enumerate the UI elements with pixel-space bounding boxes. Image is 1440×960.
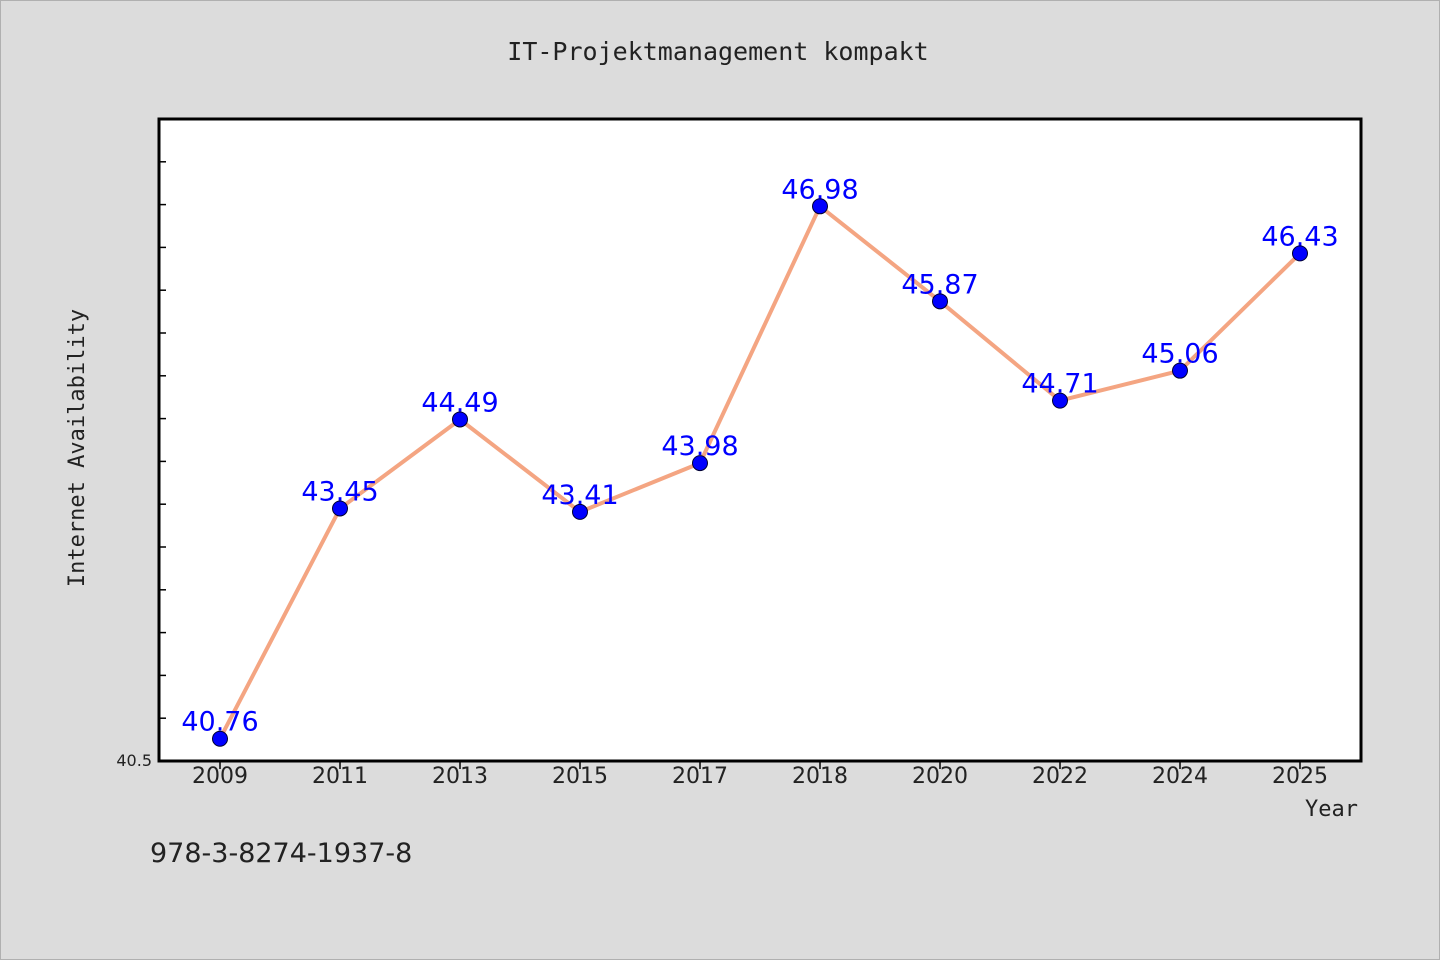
data-labels: 40.76 43.45 44.49 43.41 43.98 46.98 45.87 44.71… <box>181 174 1338 737</box>
y-tick-label: 40.5 <box>116 751 152 770</box>
x-tick-label: 2018 <box>792 764 848 789</box>
data-point-marker <box>572 503 588 520</box>
data-point-marker <box>812 198 828 215</box>
data-point-marker <box>332 500 348 517</box>
x-tick-label: 2017 <box>672 764 728 789</box>
series-markers <box>212 198 1308 747</box>
y-axis-label: Internet Availability <box>65 309 90 587</box>
data-label: 44.71 <box>1021 369 1098 400</box>
data-label: 43.45 <box>301 476 378 507</box>
x-tick-label: 2024 <box>1152 764 1208 789</box>
data-label: 40.76 <box>181 707 258 738</box>
x-tick-label: 2013 <box>432 764 488 789</box>
x-tick-label: 2009 <box>192 764 248 789</box>
data-point-marker <box>932 293 948 310</box>
data-label: 45.87 <box>901 269 978 300</box>
data-label: 44.49 <box>421 387 498 418</box>
plot-area <box>157 117 1363 763</box>
data-point-marker <box>1292 245 1308 262</box>
data-point-marker <box>692 455 708 472</box>
data-point-marker <box>1052 392 1068 409</box>
data-point-marker <box>452 411 468 428</box>
x-tick-label: 2020 <box>912 764 968 789</box>
data-label: 43.41 <box>541 480 618 511</box>
x-axis-tick-labels: 2009 2011 2013 2015 2017 2018 2020 2022 2024 2025 <box>192 764 1328 789</box>
data-point-marker <box>212 730 228 747</box>
x-axis-label: Year <box>1305 797 1358 822</box>
data-label: 43.98 <box>661 431 738 462</box>
data-label: 45.06 <box>1141 339 1218 370</box>
x-axis-ticks <box>219 761 1301 769</box>
data-point-marker <box>1172 362 1188 379</box>
y-axis-ticks <box>159 118 166 762</box>
chart-title: IT-Projektmanagement kompakt <box>507 37 928 66</box>
series-line <box>218 204 1302 740</box>
x-tick-label: 2022 <box>1032 764 1088 789</box>
data-label: 46.43 <box>1261 221 1338 252</box>
footer-isbn: 978-3-8274-1937-8 <box>150 838 412 869</box>
x-tick-label: 2011 <box>312 764 368 789</box>
data-label: 46.98 <box>781 174 858 205</box>
x-tick-label: 2015 <box>552 764 608 789</box>
x-tick-label: 2025 <box>1272 764 1328 789</box>
